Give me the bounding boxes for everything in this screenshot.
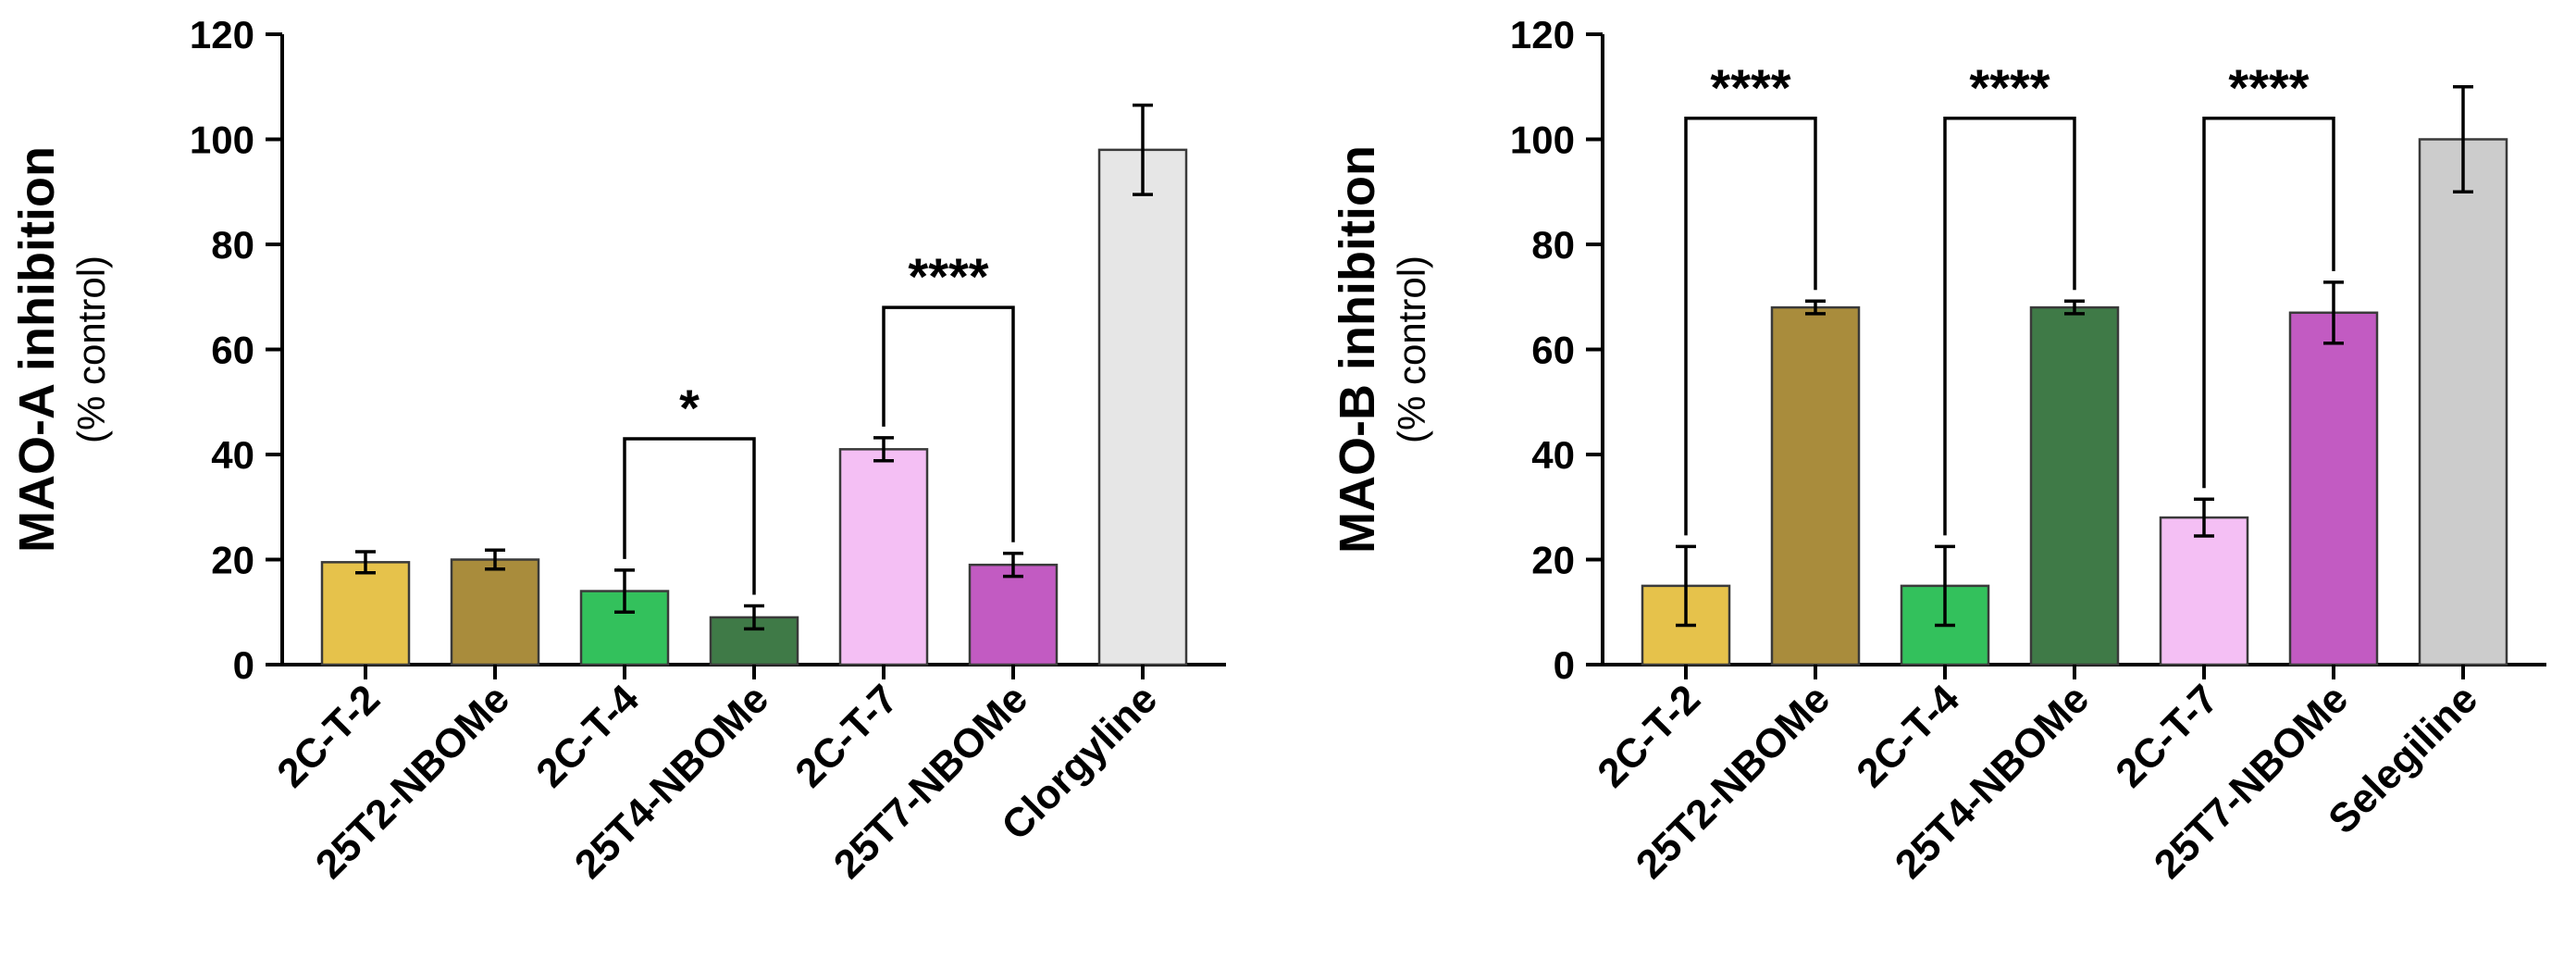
mao-b-category-label: 2C-T-2 <box>1589 676 1709 796</box>
mao-a-y-axis-subtitle: (% control) <box>69 255 113 443</box>
mao-b-significance-label: **** <box>1710 58 1790 117</box>
mao-a-significance-label: **** <box>908 247 988 305</box>
mao-a-significance-bracket <box>882 305 1015 542</box>
mao-b-significance-label: **** <box>1969 58 2050 117</box>
mao-a-bar <box>968 563 1059 666</box>
mao-a-category-label: 2C-T-7 <box>786 676 907 796</box>
mao-b-y-tick-label: 0 <box>1554 643 1575 687</box>
mao-b-significance-bracket <box>1684 117 1817 536</box>
mao-b-significance-bracket <box>1943 117 2076 536</box>
mao-b-y-tick-label: 120 <box>1510 13 1575 56</box>
mao-a-y-tick-label: 80 <box>211 223 254 267</box>
mao-a-y-tick-label: 100 <box>190 118 254 162</box>
mao-a-bar <box>450 558 540 666</box>
mao-a-category-label: 2C-T-2 <box>268 676 389 796</box>
mao-a-bar <box>320 561 411 666</box>
mao-a-category-label: 2C-T-4 <box>527 676 648 796</box>
mao-b-bar <box>2159 516 2249 666</box>
mao-b-significance-label: **** <box>2228 58 2309 117</box>
mao-b-bar <box>2418 138 2508 666</box>
mao-a-significance-label: * <box>679 379 700 437</box>
mao-b-y-tick-label: 100 <box>1510 118 1575 162</box>
mao-a-y-tick-label: 40 <box>211 433 254 477</box>
mao-a-significance-bracket <box>623 437 756 595</box>
mao-b-y-tick-label: 20 <box>1531 539 1575 582</box>
mao-a-y-tick-label: 20 <box>211 539 254 582</box>
mao-b-y-axis-subtitle: (% control) <box>1390 255 1433 443</box>
mao-b-significance-bracket <box>2202 117 2335 489</box>
mao-b-category-label: 2C-T-7 <box>2107 676 2227 796</box>
mao-b-y-tick-label: 80 <box>1531 223 1575 267</box>
mao-a-y-axis-title: MAO-A inhibition <box>9 146 65 553</box>
mao-b-y-tick-label: 40 <box>1531 433 1575 477</box>
mao-a-y-tick-label: 0 <box>233 643 254 687</box>
mao-a-bar <box>1097 148 1188 666</box>
mao-b-category-label: 2C-T-4 <box>1848 676 1968 796</box>
mao-a-bar <box>838 448 929 666</box>
mao-a-chart: 0 20 40 60 80 100 120 MAO-A inhibition (% contro… <box>9 13 1226 888</box>
mao-a-y-tick-label: 120 <box>190 13 254 56</box>
mao-b-chart: 0 20 40 60 80 100 120 MAO-B inhibition (% contro… <box>1330 13 2546 888</box>
mao-b-bar <box>1770 305 1861 666</box>
mao-b-bar <box>2029 305 2120 666</box>
mao-b-y-tick-label: 60 <box>1531 329 1575 372</box>
mao-b-y-axis-title: MAO-B inhibition <box>1330 145 1385 554</box>
mao-a-y-tick-label: 60 <box>211 329 254 372</box>
mao-b-bar <box>2288 311 2379 666</box>
